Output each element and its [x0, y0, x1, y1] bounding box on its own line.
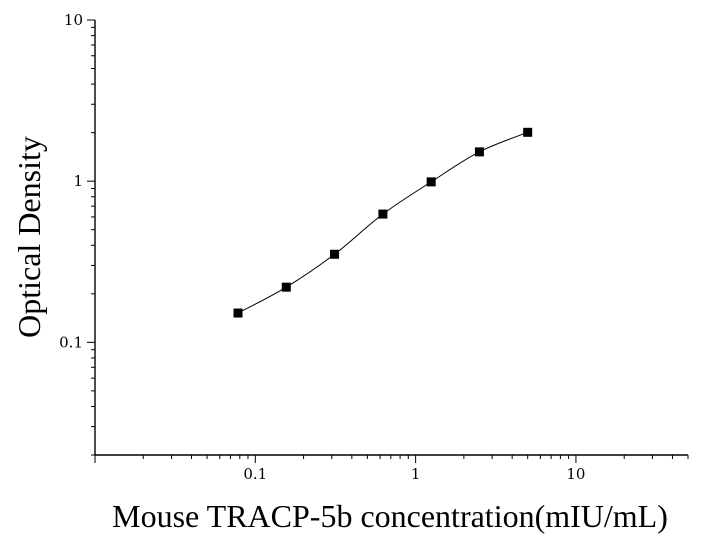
x-tick-label: 0.1 — [243, 465, 267, 483]
y-tick-label: 10 — [64, 11, 83, 29]
axes — [94, 20, 688, 456]
data-point-marker — [426, 177, 436, 187]
x-tick-label: 10 — [566, 465, 585, 483]
data-point-marker — [281, 282, 291, 292]
data-point-marker — [474, 147, 484, 157]
curve-layer — [237, 131, 528, 314]
data-point-marker — [330, 249, 340, 259]
data-point-marker — [523, 127, 533, 137]
x-tick-label: 1 — [411, 465, 421, 483]
data-point-marker — [233, 308, 243, 318]
y-tick-label: 1 — [73, 172, 83, 190]
points-layer — [233, 127, 533, 318]
fitted-curve-line — [237, 131, 528, 314]
data-point-marker — [378, 209, 388, 219]
ticks: 0.1 1 10 0.1 1 10 — [59, 11, 689, 483]
y-tick-label: 0.1 — [59, 333, 83, 351]
y-axis-title: Optical Density — [11, 136, 47, 338]
x-axis-title: Mouse TRACP-5b concentration(mIU/mL) — [112, 498, 668, 534]
